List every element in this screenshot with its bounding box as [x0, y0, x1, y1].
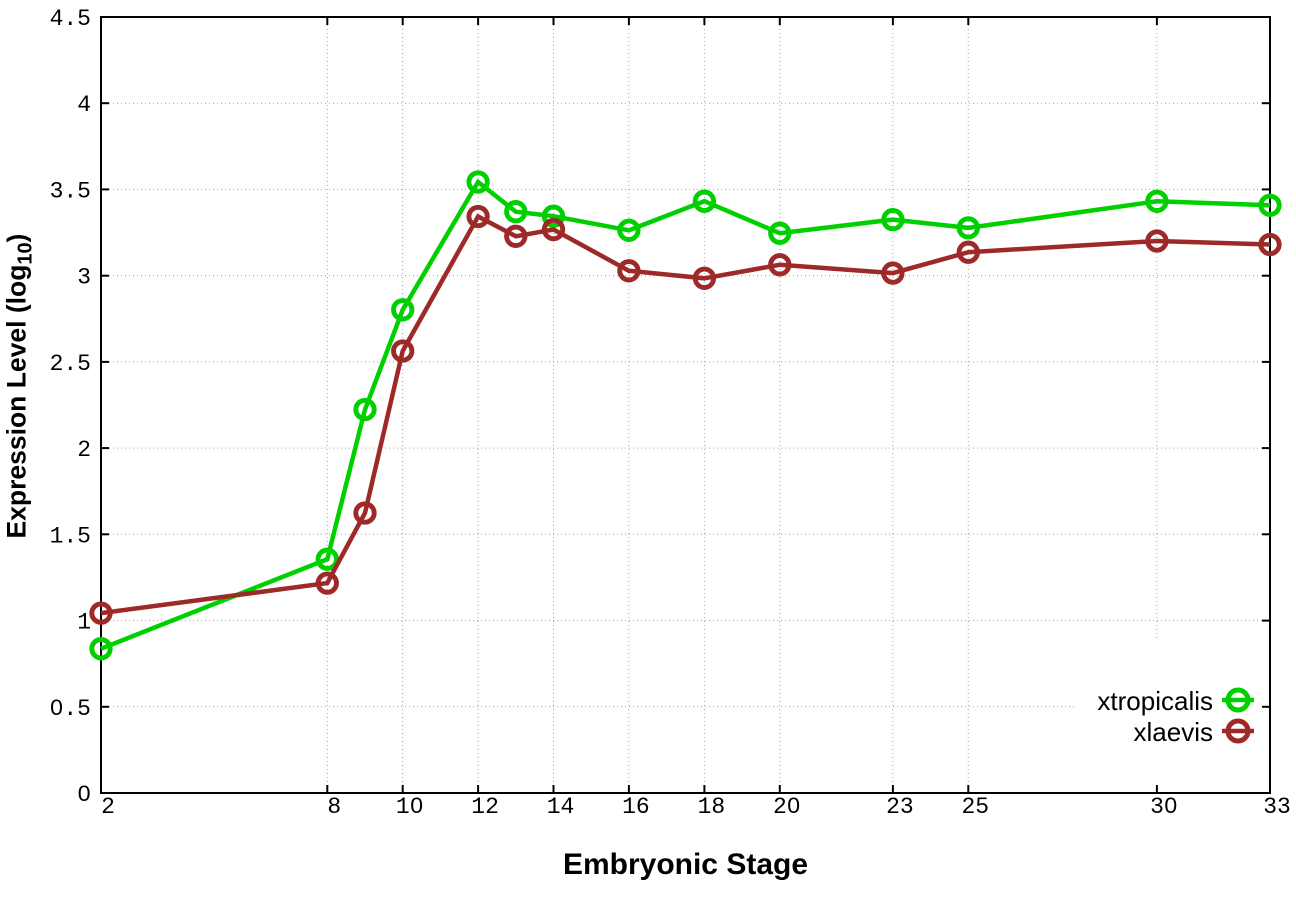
- svg-text:xlaevis: xlaevis: [1134, 717, 1213, 747]
- svg-text:3: 3: [77, 265, 91, 291]
- svg-text:33: 33: [1263, 794, 1291, 820]
- svg-text:14: 14: [547, 794, 575, 820]
- svg-text:Embryonic Stage: Embryonic Stage: [563, 848, 808, 881]
- svg-text:2: 2: [101, 794, 115, 820]
- svg-text:12: 12: [471, 794, 499, 820]
- svg-text:8: 8: [327, 794, 341, 820]
- svg-text:xtropicalis: xtropicalis: [1097, 686, 1213, 716]
- svg-text:18: 18: [698, 794, 726, 820]
- svg-text:4.5: 4.5: [50, 6, 91, 32]
- svg-text:3.5: 3.5: [50, 178, 91, 204]
- svg-text:20: 20: [773, 794, 801, 820]
- svg-text:16: 16: [622, 794, 650, 820]
- svg-text:25: 25: [961, 794, 989, 820]
- svg-text:30: 30: [1150, 794, 1178, 820]
- svg-text:2: 2: [77, 437, 91, 463]
- svg-text:Expression Level (log10): Expression Level (log10): [2, 234, 37, 539]
- svg-text:23: 23: [886, 794, 914, 820]
- svg-text:4: 4: [77, 92, 91, 118]
- svg-text:10: 10: [396, 794, 424, 820]
- svg-text:2.5: 2.5: [50, 351, 91, 377]
- svg-text:1.5: 1.5: [50, 523, 91, 549]
- svg-text:1: 1: [77, 610, 91, 636]
